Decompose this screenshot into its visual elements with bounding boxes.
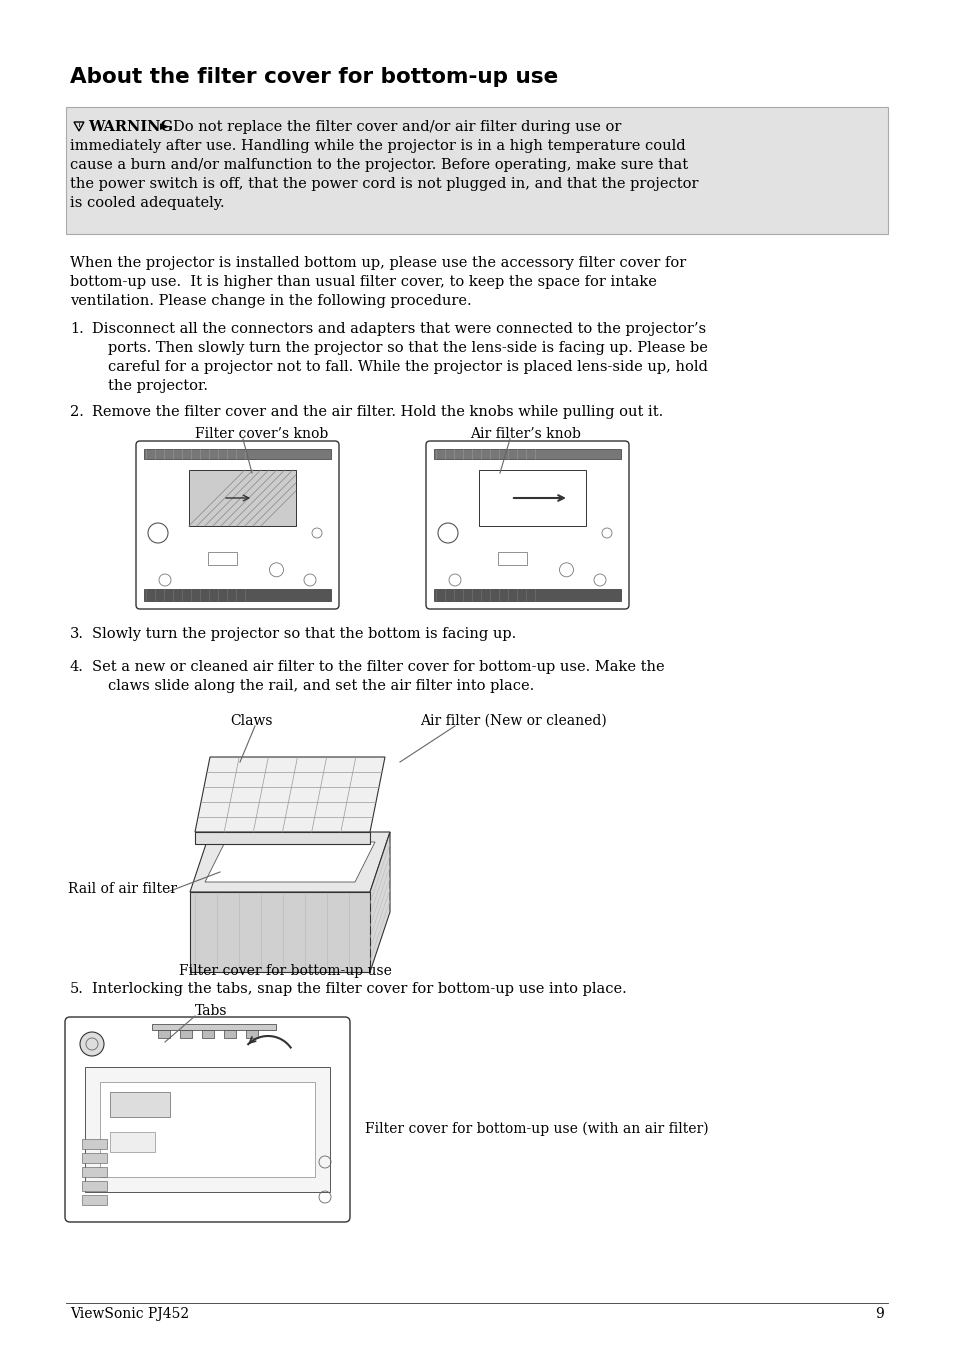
Text: About the filter cover for bottom-up use: About the filter cover for bottom-up use [70,68,558,87]
Bar [85,1067,330,1192]
Text: Slowly turn the projector so that the bottom is facing up.: Slowly turn the projector so that the bo… [91,627,516,641]
Text: Interlocking the tabs, snap the filter cover for bottom-up use into place.: Interlocking the tabs, snap the filter c… [91,982,626,996]
Circle shape [80,1032,104,1056]
Text: ViewSonic PJ452: ViewSonic PJ452 [70,1307,189,1321]
Text: 3.: 3. [70,627,84,641]
Text: Do not replace the filter cover and/or air filter during use or: Do not replace the filter cover and/or a… [172,120,620,134]
Bar [189,470,295,526]
Text: Air filter (New or cleaned): Air filter (New or cleaned) [419,714,606,727]
Text: ventilation. Please change in the following procedure.: ventilation. Please change in the follow… [70,293,471,308]
Text: Rail of air filter: Rail of air filter [68,882,177,896]
Bar [110,1092,170,1117]
Bar [144,449,331,458]
Text: 4.: 4. [70,660,84,675]
Text: immediately after use. Handling while the projector is in a high temperature cou: immediately after use. Handling while th… [70,139,685,153]
Bar [478,470,585,526]
Text: ►: ► [160,120,170,132]
Bar [110,1132,154,1152]
Text: Remove the filter cover and the air filter. Hold the knobs while pulling out it.: Remove the filter cover and the air filt… [91,406,662,419]
Text: is cooled adequately.: is cooled adequately. [70,196,224,210]
Bar [202,1030,213,1038]
Text: When the projector is installed bottom up, please use the accessory filter cover: When the projector is installed bottom u… [70,256,685,270]
Bar [82,1153,107,1163]
Bar [208,552,237,565]
Bar [497,552,527,565]
Text: 2.: 2. [70,406,84,419]
Bar [434,589,620,602]
Text: !: ! [77,123,81,131]
Text: Filter cover for bottom-up use (with an air filter): Filter cover for bottom-up use (with an … [365,1122,708,1137]
Bar [180,1030,192,1038]
FancyBboxPatch shape [65,1017,350,1222]
Text: the projector.: the projector. [108,379,208,393]
Bar [82,1182,107,1191]
Text: Tabs: Tabs [194,1005,227,1018]
Polygon shape [194,831,370,844]
Polygon shape [370,831,390,972]
Bar [82,1195,107,1205]
Bar [100,1082,314,1178]
FancyBboxPatch shape [136,441,338,608]
Text: Filter cover for bottom-up use: Filter cover for bottom-up use [178,964,391,977]
Text: Air filter’s knob: Air filter’s knob [470,427,580,441]
Text: claws slide along the rail, and set the air filter into place.: claws slide along the rail, and set the … [108,679,534,694]
Bar [152,1023,276,1030]
Bar [66,107,887,234]
Polygon shape [194,757,385,831]
Text: WARNING: WARNING [88,120,172,134]
Bar [82,1138,107,1149]
Text: cause a burn and/or malfunction to the projector. Before operating, make sure th: cause a burn and/or malfunction to the p… [70,158,687,172]
Bar [434,449,620,458]
Polygon shape [190,831,390,892]
Text: ports. Then slowly turn the projector so that the lens-side is facing up. Please: ports. Then slowly turn the projector so… [108,341,707,356]
Bar [82,1167,107,1178]
Text: Claws: Claws [230,714,273,727]
Polygon shape [190,892,370,972]
FancyBboxPatch shape [426,441,628,608]
Bar [158,1030,170,1038]
Polygon shape [205,842,375,882]
Bar [144,589,331,602]
Bar [224,1030,235,1038]
Text: the power switch is off, that the power cord is not plugged in, and that the pro: the power switch is off, that the power … [70,177,698,191]
Text: Set a new or cleaned air filter to the filter cover for bottom-up use. Make the: Set a new or cleaned air filter to the f… [91,660,664,675]
Text: 5.: 5. [70,982,84,996]
Text: Disconnect all the connectors and adapters that were connected to the projector’: Disconnect all the connectors and adapte… [91,322,705,337]
Text: 9: 9 [874,1307,883,1321]
Text: bottom-up use.  It is higher than usual filter cover, to keep the space for inta: bottom-up use. It is higher than usual f… [70,274,657,289]
Text: 1.: 1. [70,322,84,337]
Text: Filter cover’s knob: Filter cover’s knob [194,427,328,441]
Text: careful for a projector not to fall. While the projector is placed lens-side up,: careful for a projector not to fall. Whi… [108,360,707,375]
Bar [246,1030,257,1038]
